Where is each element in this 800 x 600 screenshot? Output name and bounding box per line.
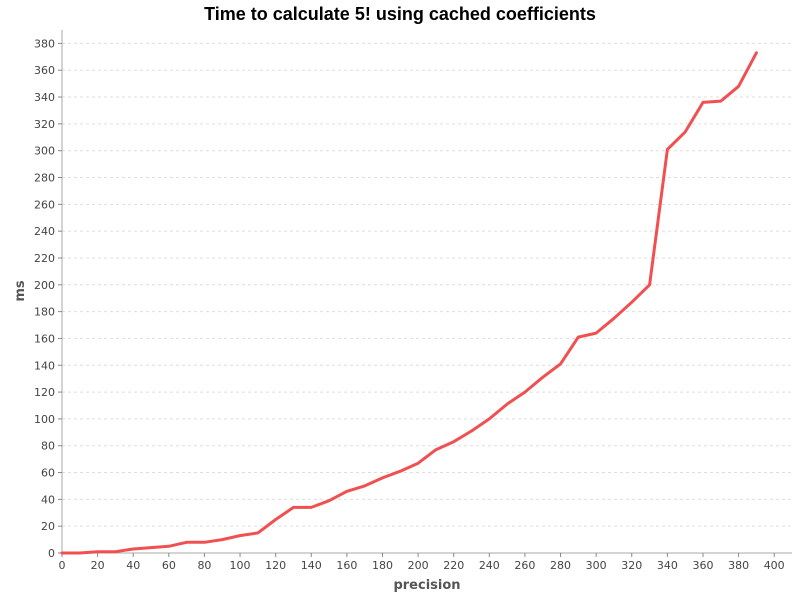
- y-tick-label: 160: [34, 332, 55, 345]
- y-tick-label: 360: [34, 64, 55, 77]
- x-tick-label: 80: [197, 559, 211, 572]
- x-tick-label: 180: [372, 559, 393, 572]
- y-tick-label: 320: [34, 118, 55, 131]
- x-tick-label: 20: [91, 559, 105, 572]
- y-tick-label: 80: [41, 440, 55, 453]
- y-tick-label: 120: [34, 386, 55, 399]
- y-tick-label: 340: [34, 91, 55, 104]
- x-tick-label: 160: [336, 559, 357, 572]
- x-tick-label: 60: [162, 559, 176, 572]
- x-tick-label: 40: [126, 559, 140, 572]
- axes: [61, 30, 792, 554]
- y-tick-label: 100: [34, 413, 55, 426]
- x-axis-ticks: 0 20 40 60 80 100 120 140 160 180 200 220 240 260 280 3…: [59, 553, 785, 572]
- y-axis-ticks: 0 20 40 60 80 100 120 140 160 180 200 220 240 260 280 3…: [34, 37, 62, 560]
- y-tick-label: 40: [41, 493, 55, 506]
- x-tick-label: 320: [621, 559, 642, 572]
- x-tick-label: 240: [479, 559, 500, 572]
- y-tick-label: 300: [34, 145, 55, 158]
- y-tick-label: 280: [34, 172, 55, 185]
- series-line: [60, 51, 758, 555]
- y-tick-label: 0: [48, 547, 55, 560]
- x-tick-label: 380: [728, 559, 749, 572]
- grid-lines: [62, 42, 792, 527]
- y-tick-label: 260: [34, 198, 55, 211]
- x-tick-label: 220: [443, 559, 464, 572]
- chart-title: Time to calculate 5! using cached coeffi…: [204, 4, 596, 24]
- x-tick-label: 280: [550, 559, 571, 572]
- x-tick-label: 200: [408, 559, 429, 572]
- x-tick-label: 400: [764, 559, 785, 572]
- x-axis-label: precision: [393, 578, 460, 593]
- series-layer: [60, 51, 758, 555]
- x-tick-label: 340: [657, 559, 678, 572]
- y-tick-label: 60: [41, 467, 55, 480]
- y-axis-label: ms: [13, 280, 28, 302]
- y-tick-label: 140: [34, 359, 55, 372]
- y-tick-label: 380: [34, 37, 55, 50]
- x-tick-label: 360: [692, 559, 713, 572]
- x-tick-label: 140: [301, 559, 322, 572]
- y-tick-label: 20: [41, 520, 55, 533]
- y-tick-label: 220: [34, 252, 55, 265]
- y-tick-label: 200: [34, 279, 55, 292]
- x-tick-label: 300: [586, 559, 607, 572]
- x-tick-label: 0: [59, 559, 66, 572]
- y-tick-label: 180: [34, 306, 55, 319]
- x-tick-label: 120: [265, 559, 286, 572]
- x-tick-label: 100: [230, 559, 251, 572]
- x-tick-label: 260: [514, 559, 535, 572]
- y-tick-label: 240: [34, 225, 55, 238]
